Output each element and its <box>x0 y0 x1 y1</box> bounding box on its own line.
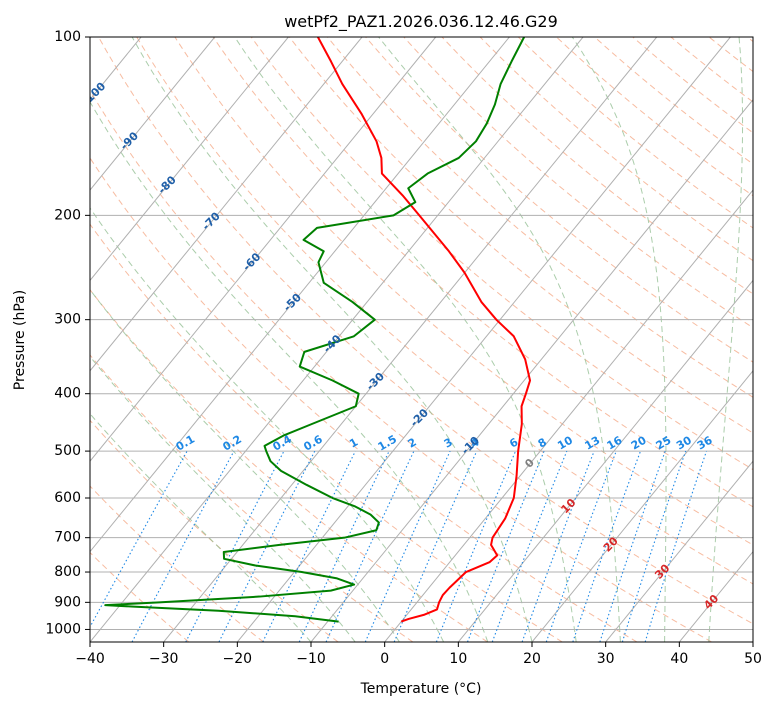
mixing-ratio-line <box>572 450 642 642</box>
x-tick-label: −30 <box>149 651 179 667</box>
y-axis-title: Pressure (hPa) <box>12 290 28 390</box>
isotherm-line <box>90 37 510 553</box>
y-tick-label: 900 <box>54 594 81 610</box>
x-axis: −40 −30 −20 −10 0 10 20 30 40 50 <box>75 642 762 667</box>
isotherm-line <box>310 98 753 642</box>
x-tick-label: 20 <box>523 651 541 667</box>
sounding-series <box>104 37 532 623</box>
mixing-ratio-line <box>644 450 708 642</box>
mixing-ratio-line <box>393 450 478 642</box>
mixing-ratio-line <box>435 450 517 642</box>
dry-adiabat-line <box>90 223 563 642</box>
moist-adiabat-line <box>571 37 667 642</box>
dry-adiabat-line <box>90 485 264 642</box>
moist-adiabat-line <box>90 288 400 642</box>
mixing-ratio-line <box>466 450 545 642</box>
dry-adiabat-line <box>479 37 753 262</box>
x-tick-label: 40 <box>670 651 688 667</box>
isotherm-line <box>531 370 753 642</box>
isotherm-line <box>90 37 216 191</box>
dry-adiabat-line <box>174 37 753 546</box>
chart-title: wetPf2_PAZ1.2026.036.12.46.G29 <box>284 12 558 32</box>
dry-adiabat-line <box>212 37 753 508</box>
moist-adiabat-line <box>90 207 445 642</box>
temperature-profile-line <box>316 37 532 623</box>
moist-adiabat-line <box>708 37 744 642</box>
x-tick-label: −20 <box>223 651 253 667</box>
moist-adiabats <box>90 37 744 642</box>
dry-adiabat-line <box>365 37 753 363</box>
y-tick-label: 700 <box>54 530 81 546</box>
dry-adiabat-line <box>90 89 712 642</box>
isotherm-line <box>605 460 753 642</box>
x-axis-title: Temperature (°C) <box>360 681 482 697</box>
dry-adiabats <box>90 37 753 642</box>
isotherm-line <box>90 37 289 282</box>
isotherm-line <box>90 37 363 372</box>
y-axis: 100 200 300 400 500 600 700 800 900 1000 <box>45 29 90 637</box>
dry-adiabat-line <box>90 288 488 642</box>
y-tick-label: 1000 <box>45 621 81 637</box>
x-tick-label: 50 <box>744 651 762 667</box>
x-tick-label: 30 <box>597 651 615 667</box>
x-tick-label: −10 <box>296 651 326 667</box>
isotherm-line <box>384 189 753 642</box>
moist-adiabat-line <box>90 100 489 642</box>
dry-adiabat-line <box>327 37 753 398</box>
y-tick-label: 300 <box>54 312 81 328</box>
dry-adiabat-line <box>594 37 753 165</box>
plot-frame <box>89 36 754 643</box>
y-tick-label: 400 <box>54 386 81 402</box>
moist-adiabat-line <box>234 37 577 642</box>
isotherm-line <box>163 37 658 642</box>
dry-adiabat-line <box>517 37 753 229</box>
dry-adiabat-line <box>250 37 753 471</box>
mixing-ratio-line <box>491 450 568 642</box>
dry-adiabat-line <box>556 37 753 197</box>
y-tick-label: 100 <box>54 29 81 45</box>
dry-adiabat-line <box>98 37 753 625</box>
moist-adiabat-line <box>131 37 533 642</box>
dewpoint-profile-line <box>104 37 526 623</box>
x-tick-label: −40 <box>75 651 105 667</box>
moist-adiabat-line <box>90 355 356 642</box>
y-tick-label: 800 <box>54 564 81 580</box>
plot-area: 0.1 0.2 0.4 0.6 1 1.5 2 3 4 6 8 10 13 16 20 25 30 36-100-… <box>90 37 753 642</box>
isotherms <box>90 37 753 642</box>
mixing-ratio-line <box>521 450 595 642</box>
y-tick-label: 500 <box>54 443 81 459</box>
mixing-ratio-line <box>364 450 451 642</box>
mixing-ratio-line <box>218 450 316 642</box>
y-tick-label: 600 <box>54 490 81 506</box>
mixing-ratio-lines <box>90 450 708 642</box>
dry-adiabat-line <box>136 37 753 585</box>
isotherm-line <box>457 279 753 642</box>
y-tick-label: 200 <box>54 207 81 223</box>
x-tick-label: 0 <box>380 651 389 667</box>
isotherm-line <box>90 37 584 642</box>
mixing-ratio-line <box>131 450 235 642</box>
mixing-ratio-line <box>545 450 617 642</box>
mixing-ratio-line <box>599 450 666 642</box>
mixing-ratio-line <box>90 450 188 629</box>
dry-adiabat-line <box>90 157 638 642</box>
isotherm-line <box>90 37 437 463</box>
isobar-gridlines <box>90 37 753 630</box>
moist-adiabat-line <box>377 37 621 642</box>
x-tick-label: 10 <box>449 651 467 667</box>
mixing-ratio-line <box>621 450 687 642</box>
